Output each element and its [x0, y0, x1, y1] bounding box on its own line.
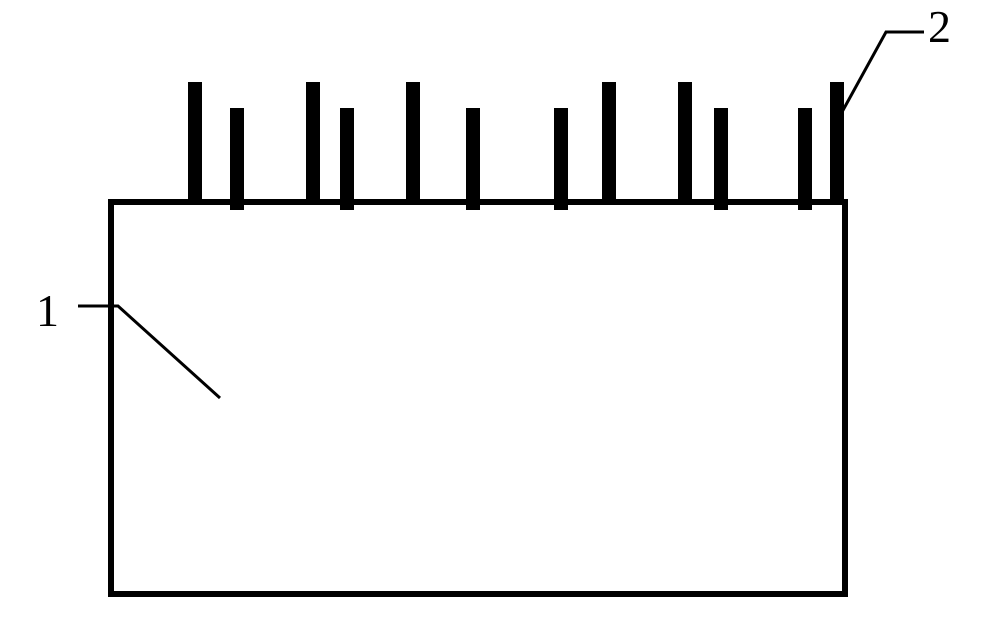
- diagram-canvas: 1 2: [0, 0, 1000, 634]
- label-2-text: 2: [928, 4, 951, 50]
- label-2-leader: [0, 0, 1000, 634]
